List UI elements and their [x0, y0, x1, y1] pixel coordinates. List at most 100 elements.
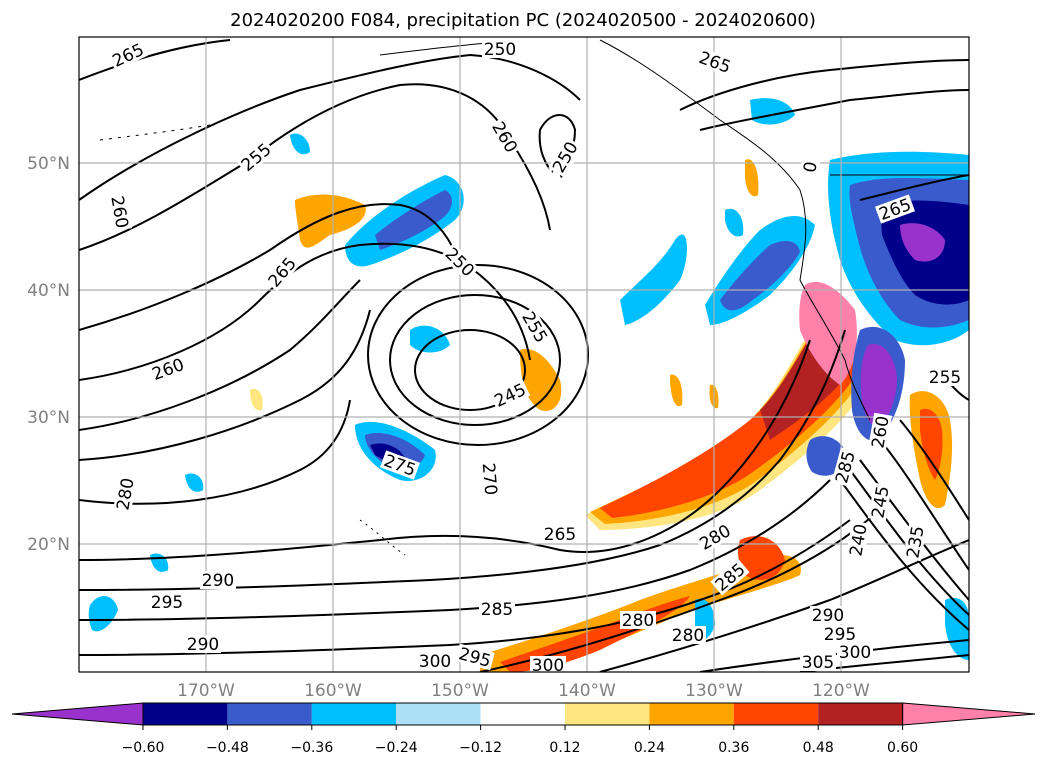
lon-label: 150°W [431, 681, 489, 701]
contour-line [79, 203, 461, 331]
contour-label-bg [831, 447, 859, 487]
shade-neg-k [290, 133, 310, 155]
lat-label: 50°N [27, 154, 70, 174]
contour-line [479, 499, 891, 672]
contour-label: 280 [672, 626, 704, 646]
lat-label: 30°N [27, 408, 70, 428]
contour-line [367, 264, 589, 446]
contour-label: 250 [484, 40, 516, 60]
colorbar-tick-label: 0.48 [803, 740, 834, 756]
longitude-labels: 170°W 160°W 150°W 140°W 130°W 120°W [177, 681, 870, 701]
contour-line [79, 309, 371, 461]
map-gridlines [79, 37, 969, 672]
shade-patch-a [295, 194, 366, 248]
contour-label-bg [837, 643, 873, 661]
colorbar-segment [649, 703, 734, 725]
colorbar-tick-label: 0.24 [634, 740, 665, 756]
contour-line [79, 279, 361, 431]
shade-neg-m [88, 595, 118, 632]
colorbar-segment [565, 703, 650, 725]
lon-label: 130°W [685, 681, 743, 701]
contour-label: 300 [419, 652, 451, 672]
shade-patch-f [670, 374, 683, 407]
coastline [599, 39, 871, 421]
colorbar-tick-label: −0.24 [375, 740, 418, 756]
colorbar-extend-max [902, 702, 1036, 726]
contour-label: 265 [544, 525, 576, 545]
contour-label-bg [488, 116, 522, 158]
shade-neg-g-core [860, 344, 897, 428]
colorbar-tick-label: −0.12 [459, 740, 502, 756]
contour-label-bg [185, 635, 221, 653]
shade-patch-b [520, 349, 562, 411]
contour-label: 295 [151, 593, 183, 613]
contour-label-bg [694, 520, 736, 554]
colorbar-segment [311, 703, 397, 725]
lon-label: 120°W [812, 681, 870, 701]
colorbar-tick-label: −0.60 [122, 740, 165, 756]
colorbar-frame [142, 702, 904, 726]
contour-line [899, 419, 969, 521]
contour-line [879, 439, 969, 571]
contour-label: 255 [929, 368, 961, 388]
contour-label-bg [868, 412, 892, 452]
contour-label-bg [236, 138, 276, 176]
contour-label: 290 [202, 571, 234, 591]
colorbar-segment [480, 703, 565, 725]
lat-label: 40°N [27, 281, 70, 301]
contour-line [79, 83, 551, 251]
contour-line [699, 89, 969, 131]
contour-line [389, 294, 561, 426]
lon-label: 160°W [304, 681, 362, 701]
contour-label-bg [479, 600, 515, 618]
contour-label-bg [620, 611, 656, 629]
colorbar-tick-label: −0.36 [290, 740, 333, 756]
map-panel: 2652552652552602502502602652602502552452… [27, 36, 970, 701]
colorbar-tick-label: −0.48 [206, 740, 249, 756]
contour-label-bg [518, 306, 552, 348]
colorbar-segment [818, 703, 903, 725]
contour-label-bg [200, 571, 236, 589]
shade-patch-e [250, 388, 263, 411]
colorbar-segment [227, 703, 312, 725]
contour-label-bg [530, 656, 566, 674]
contour-label-bg [695, 47, 735, 77]
contour-label-bg [548, 136, 582, 178]
shade-neg-c [410, 325, 450, 353]
colorbar-tick-label: 0.60 [887, 740, 918, 756]
contour-line [859, 174, 969, 201]
contour-line [79, 519, 851, 656]
contour-label: 295 [824, 625, 856, 645]
map-frame [78, 36, 970, 673]
contour-label-bg [710, 558, 750, 596]
contour-line [79, 399, 351, 505]
shade-neg-e-core [720, 240, 800, 311]
contour-label-bg [113, 474, 137, 514]
contour-label-bg [482, 40, 518, 58]
contour-label-bg [455, 643, 495, 671]
contour-line [79, 53, 581, 201]
height-contours [79, 39, 969, 672]
colorbar-tick-label: 0.36 [718, 740, 749, 756]
contour-label-bg [479, 460, 501, 498]
contour-label-bg [417, 652, 453, 670]
contour-label: 270 [478, 462, 501, 496]
contour-label-bg [903, 522, 927, 562]
contour-label-bg [868, 482, 892, 522]
shade-neg-l [185, 473, 204, 492]
colorbar-segment [396, 703, 481, 725]
contour-label: 305 [802, 653, 834, 673]
contour-label: 0 [800, 160, 822, 174]
contour-label-bg [542, 525, 578, 543]
aleutian-islands [99, 124, 211, 141]
contour-label-bg [489, 379, 531, 411]
contour-line [79, 39, 231, 81]
contour-label: 300 [532, 656, 564, 676]
contour-label-bg [148, 354, 188, 384]
contour-label: 290 [812, 606, 844, 626]
contour-line [849, 469, 969, 616]
contour-label-bg [440, 242, 480, 282]
contour-label-bg [875, 194, 915, 224]
contour-line [414, 329, 526, 411]
